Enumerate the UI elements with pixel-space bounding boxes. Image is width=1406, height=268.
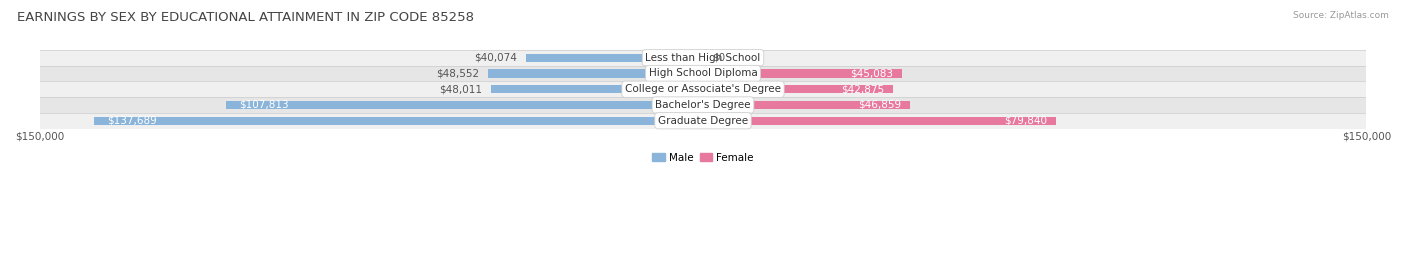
Text: College or Associate's Degree: College or Associate's Degree [626,84,780,94]
Bar [703,69,903,77]
Text: $79,840: $79,840 [1004,116,1047,126]
Text: $46,859: $46,859 [858,100,901,110]
Text: $107,813: $107,813 [239,100,290,110]
Bar [39,113,1367,129]
Bar [703,117,1056,125]
Text: $48,552: $48,552 [436,69,479,79]
Text: $137,689: $137,689 [107,116,157,126]
Text: Bachelor's Degree: Bachelor's Degree [655,100,751,110]
Bar [526,54,703,62]
Bar [226,101,703,109]
Bar [703,85,893,93]
Text: $42,875: $42,875 [841,84,884,94]
Text: EARNINGS BY SEX BY EDUCATIONAL ATTAINMENT IN ZIP CODE 85258: EARNINGS BY SEX BY EDUCATIONAL ATTAINMEN… [17,11,474,24]
Bar [703,101,910,109]
Text: $45,083: $45,083 [851,69,894,79]
Bar [39,97,1367,113]
Text: Source: ZipAtlas.com: Source: ZipAtlas.com [1294,11,1389,20]
Bar [39,81,1367,97]
Bar [491,85,703,93]
Bar [39,66,1367,81]
Text: $40,074: $40,074 [474,53,517,63]
Text: $48,011: $48,011 [439,84,482,94]
Text: Graduate Degree: Graduate Degree [658,116,748,126]
Legend: Male, Female: Male, Female [648,148,758,167]
Text: Less than High School: Less than High School [645,53,761,63]
Text: $0: $0 [711,53,725,63]
Text: High School Diploma: High School Diploma [648,69,758,79]
Bar [488,69,703,77]
Bar [94,117,703,125]
Bar [39,50,1367,66]
